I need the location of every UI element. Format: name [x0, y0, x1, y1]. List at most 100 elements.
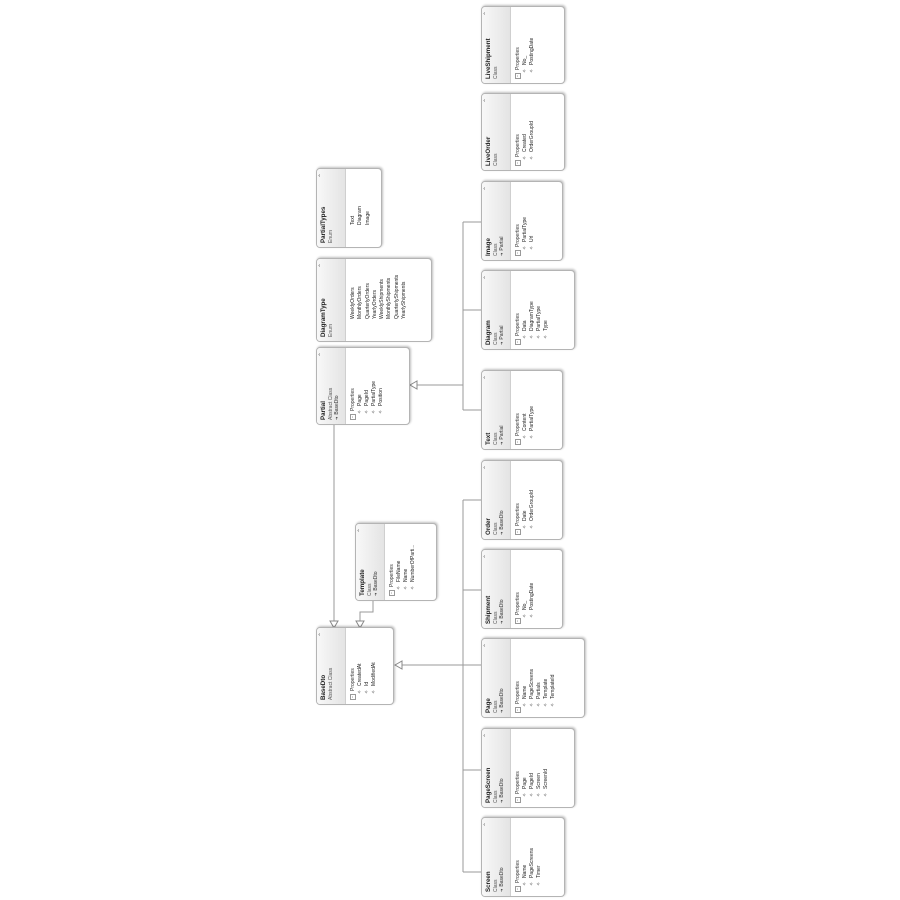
property-row[interactable]: ✧ Partials — [536, 642, 543, 713]
collapse-chevron-icon[interactable]: ⌃ — [484, 464, 490, 471]
property-row[interactable]: ✧ DiagramType — [529, 274, 536, 345]
section-toggle-icon[interactable]: − — [514, 339, 521, 345]
property-row[interactable]: ✧ CreatedAt — [357, 631, 364, 700]
class-shape-page[interactable]: Page Class ➔BaseDto ⌃ −Properties ✧Name ✧PageS… — [481, 638, 585, 718]
properties-section[interactable]: − Properties — [514, 374, 522, 445]
property-row[interactable]: ✧ Timer — [536, 821, 543, 892]
property-row[interactable]: ✧ PostingDate — [529, 553, 536, 624]
collapse-chevron-icon[interactable]: ⌃ — [484, 553, 490, 560]
property-row[interactable]: ✧ NumberOfParti... — [410, 527, 417, 596]
collapse-chevron-icon[interactable]: ⌃ — [484, 821, 490, 828]
properties-section[interactable]: − Properties — [514, 10, 522, 79]
section-toggle-icon[interactable]: − — [514, 707, 521, 713]
class-name: Order — [485, 518, 492, 535]
collapse-chevron-icon[interactable]: ⌃ — [484, 274, 490, 281]
property-row[interactable]: ✧ PartialType — [529, 374, 536, 445]
class-shape-partialtypes[interactable]: PartialTypes Enum ⌃ Text Diagram Image — [316, 168, 382, 248]
class-shape-shipment[interactable]: Shipment Class ➔BaseDto ⌃ −Properties ✧No_ ✧Po… — [481, 549, 563, 629]
properties-section[interactable]: − Properties — [514, 732, 522, 803]
property-row[interactable]: ✧ Screen — [536, 732, 543, 803]
class-shape-pagescreen[interactable]: PageScreen Class ➔BaseDto ⌃ −Properties ✧Page… — [481, 728, 575, 808]
section-toggle-icon[interactable]: − — [388, 590, 395, 596]
property-row[interactable]: ✧ PageId — [529, 732, 536, 803]
class-shape-text[interactable]: Text Class ➔Partial ⌃ −Properties ✧Content ✧Pa… — [481, 370, 563, 450]
property-row[interactable]: ✧ Created — [522, 97, 529, 166]
properties-section[interactable]: − Properties — [388, 527, 396, 596]
collapse-chevron-icon[interactable]: ⌃ — [484, 374, 490, 381]
property-row[interactable]: ✧ Data — [522, 274, 529, 345]
class-shape-order[interactable]: Order Class ➔BaseDto ⌃ −Properties ✧Date ✧Orde… — [481, 460, 563, 540]
class-shape-diagram[interactable]: Diagram Class ➔Partial ⌃ −Properties ✧Data ✧Di… — [481, 270, 575, 350]
property-row[interactable]: ✧ ScreenId — [543, 732, 550, 803]
property-row[interactable]: ✧ ModifiedAt — [371, 631, 378, 700]
properties-section[interactable]: − Properties — [514, 553, 522, 624]
property-row[interactable]: ✧ Content — [522, 374, 529, 445]
property-name: PartialType — [522, 216, 528, 242]
section-toggle-icon[interactable]: − — [514, 73, 521, 79]
collapse-chevron-icon[interactable]: ⌃ — [484, 185, 490, 192]
property-row[interactable]: ✧ FileName — [396, 527, 403, 596]
property-row[interactable]: ✧ Name — [403, 527, 410, 596]
class-shape-partial[interactable]: Partial Abstract Class ➔BaseDto ⌃ −Propertie… — [316, 347, 410, 425]
properties-section[interactable]: − Properties — [514, 185, 522, 256]
property-row[interactable]: ✧ No_ — [522, 553, 529, 624]
collapse-chevron-icon[interactable]: ⌃ — [358, 527, 364, 534]
property-row[interactable]: ✧ Page — [522, 732, 529, 803]
property-row[interactable]: ✧ Type — [543, 274, 550, 345]
property-row[interactable]: ✧ Date — [522, 464, 529, 535]
collapse-chevron-icon[interactable]: ⌃ — [319, 262, 325, 269]
collapse-chevron-icon[interactable]: ⌃ — [484, 97, 490, 104]
property-row[interactable]: ✧ PostingDate — [529, 10, 536, 79]
property-row[interactable]: ✧ PartialType — [536, 274, 543, 345]
property-row[interactable]: ✧ Position — [378, 351, 385, 420]
property-row[interactable]: ✧ OrderGroupId — [529, 464, 536, 535]
collapse-chevron-icon[interactable]: ⌃ — [319, 172, 325, 179]
section-toggle-icon[interactable]: − — [514, 797, 521, 803]
property-name: PageScreens — [529, 847, 535, 878]
property-row[interactable]: ✧ Page — [357, 351, 364, 420]
section-toggle-icon[interactable]: − — [514, 160, 521, 166]
class-shape-screen[interactable]: Screen Class ➔BaseDto ⌃ −Properties ✧Name ✧Pag… — [481, 817, 565, 897]
section-toggle-icon[interactable]: − — [514, 250, 521, 256]
properties-section[interactable]: − Properties — [514, 97, 522, 166]
collapse-chevron-icon[interactable]: ⌃ — [484, 642, 490, 649]
property-row[interactable]: ✧ Name — [522, 821, 529, 892]
property-row[interactable]: ✧ TemplateId — [550, 642, 557, 713]
property-row[interactable]: ✧ Template — [543, 642, 550, 713]
properties-section[interactable]: − Properties — [514, 821, 522, 892]
property-row[interactable]: ✧ No_ — [522, 10, 529, 79]
property-row[interactable]: ✧ PageId — [364, 351, 371, 420]
section-toggle-icon[interactable]: − — [514, 529, 521, 535]
property-row[interactable]: ✧ Name — [522, 642, 529, 713]
properties-section[interactable]: − Properties — [349, 631, 357, 700]
section-toggle-icon[interactable]: − — [514, 618, 521, 624]
properties-section[interactable]: − Properties — [514, 274, 522, 345]
properties-section[interactable]: − Properties — [349, 351, 357, 420]
property-row[interactable]: ✧ PartialType — [371, 351, 378, 420]
properties-section[interactable]: − Properties — [514, 642, 522, 713]
property-row[interactable]: ✧ PartialType — [522, 185, 529, 256]
class-card-shipment: Shipment Class ➔BaseDto ⌃ −Properties ✧No_ ✧Po… — [481, 549, 563, 629]
class-shape-basedto[interactable]: BaseDto Abstract Class ⌃ −Properties ✧Create… — [316, 627, 394, 705]
property-row[interactable]: ✧ PageScreens — [529, 642, 536, 713]
section-toggle-icon[interactable]: − — [514, 439, 521, 445]
collapse-chevron-icon[interactable]: ⌃ — [484, 732, 490, 739]
properties-section[interactable]: − Properties — [514, 464, 522, 535]
section-toggle-icon[interactable]: − — [349, 694, 356, 700]
collapse-chevron-icon[interactable]: ⌃ — [319, 351, 325, 358]
class-shape-diagramtype[interactable]: DiagramType Enum ⌃ WeeklyOrders MonthlyOrder… — [316, 258, 432, 342]
class-shape-liveorder[interactable]: LiveOrder Class ⌃ −Properties ✧Created ✧Order… — [481, 93, 565, 171]
property-row[interactable]: ✧ Url — [529, 185, 536, 256]
class-shape-image[interactable]: Image Class ➔Partial ⌃ −Properties ✧PartialTy… — [481, 181, 563, 261]
property-name: PageId — [364, 390, 370, 406]
class-shape-liveshipment[interactable]: LiveShipment Class ⌃ −Properties ✧No_ ✧Postin… — [481, 6, 565, 84]
collapse-chevron-icon[interactable]: ⌃ — [484, 10, 490, 17]
class-shape-template[interactable]: Template Class ➔BaseDto ⌃ −Properties ✧FileNa… — [355, 523, 437, 601]
property-wrench-icon: ✧ — [529, 702, 535, 707]
property-row[interactable]: ✧ Id — [364, 631, 371, 700]
section-toggle-icon[interactable]: − — [514, 886, 521, 892]
property-row[interactable]: ✧ OrderGroupId — [529, 97, 536, 166]
section-toggle-icon[interactable]: − — [349, 414, 356, 420]
property-row[interactable]: ✧ PageScreens — [529, 821, 536, 892]
collapse-chevron-icon[interactable]: ⌃ — [319, 631, 325, 638]
